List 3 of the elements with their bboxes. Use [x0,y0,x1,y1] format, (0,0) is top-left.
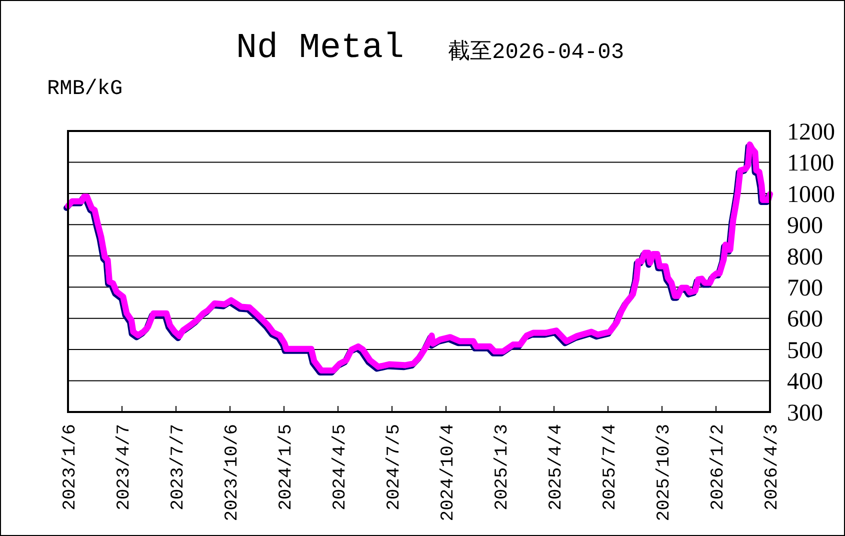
ylabel: RMB/kG [47,78,123,101]
title: Nd Metal [236,28,404,68]
subtitle: 截至2026-04-03 [448,40,624,65]
